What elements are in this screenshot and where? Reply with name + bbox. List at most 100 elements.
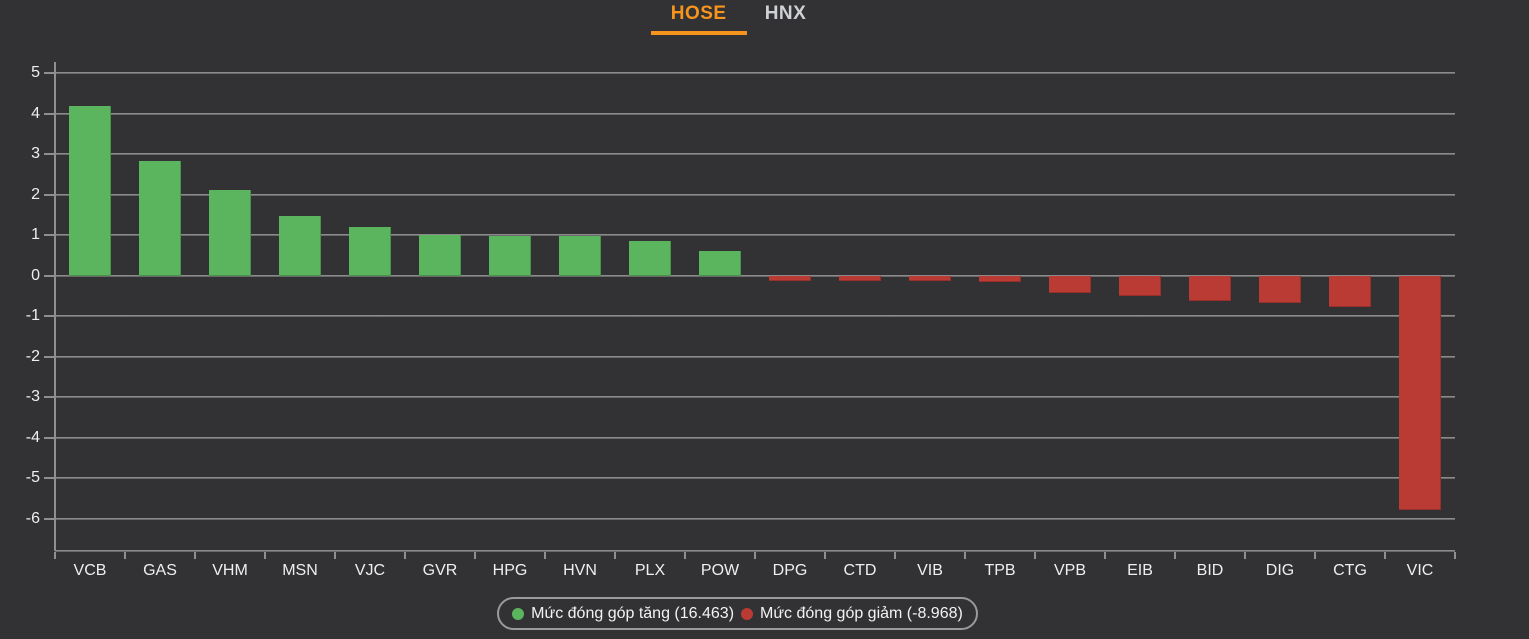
bar-VCB[interactable] [69,105,111,276]
x-axis-label-VJC: VJC [354,562,386,579]
x-axis-label-CTG: CTG [1333,562,1367,579]
y-axis-tick--4 [44,436,54,439]
x-axis-tick-19 [1384,552,1386,559]
bar-VHM[interactable] [209,189,251,276]
gridline-0 [55,274,1455,277]
bar-VIC[interactable] [1399,275,1441,511]
y-axis-label--3: -3 [25,388,40,406]
x-axis-line [55,550,1455,552]
x-axis-tick-18 [1314,552,1316,559]
bar-GAS[interactable] [139,161,181,276]
bar-VIB[interactable] [909,275,951,281]
gridline-5 [55,72,1455,75]
bar-DIG[interactable] [1259,275,1301,304]
x-axis-label-BID: BID [1196,562,1224,579]
gridline--1 [55,315,1455,318]
gridline-3 [55,153,1455,156]
x-axis-label-VCB: VCB [73,562,107,579]
y-axis-tick-4 [44,112,54,115]
x-axis-tick-2 [194,552,196,559]
y-axis-tick--6 [44,517,54,520]
gridline-1 [55,234,1455,237]
y-axis-label-5: 5 [31,64,40,82]
legend-item-up[interactable]: Mức đóng góp tăng (16.463) [512,605,734,623]
x-axis-label-GVR: GVR [422,562,458,579]
bar-TPB[interactable] [979,275,1021,283]
x-axis-tick-17 [1244,552,1246,559]
y-axis-label--5: -5 [25,469,40,487]
legend-item-down[interactable]: Mức đóng góp giảm (-8.968) [741,605,963,623]
y-axis-label--2: -2 [25,347,40,365]
y-axis-tick-0 [44,274,54,277]
gridline--5 [55,477,1455,480]
gridline-4 [55,112,1455,115]
bar-MSN[interactable] [279,215,321,276]
bar-EIB[interactable] [1119,275,1161,296]
y-axis-label-4: 4 [31,104,40,122]
y-axis-tick--1 [44,315,54,318]
legend-down-dot-icon [741,607,754,620]
x-axis-label-VIB: VIB [917,562,943,579]
x-axis-label-PLX: PLX [634,562,666,579]
x-axis-label-CTD: CTD [843,562,877,579]
x-axis-tick-7 [544,552,546,559]
bar-VJC[interactable] [349,226,391,276]
x-axis-tick-13 [964,552,966,559]
x-axis-label-VHM: VHM [212,562,248,579]
bar-PLX[interactable] [629,240,671,276]
bar-POW[interactable] [699,251,741,276]
gridline--4 [55,436,1455,439]
x-axis-tick-0 [54,552,56,559]
x-axis-label-VIC: VIC [1406,562,1434,579]
bar-HVN[interactable] [559,235,601,276]
x-axis-label-DPG: DPG [772,562,808,579]
bar-HPG[interactable] [489,235,531,276]
bar-BID[interactable] [1189,275,1231,302]
x-axis-tick-20 [1454,552,1456,559]
bar-DPG[interactable] [769,275,811,281]
y-axis-label-0: 0 [31,266,40,284]
y-axis-tick-5 [44,72,54,75]
y-axis-tick--2 [44,355,54,358]
y-axis-tick-2 [44,193,54,196]
bar-VPB[interactable] [1049,275,1091,294]
chart-legend: Mức đóng góp tăng (16.463) Mức đóng góp … [497,597,978,630]
bar-CTG[interactable] [1329,275,1371,308]
x-axis-tick-1 [124,552,126,559]
y-axis-tick-3 [44,153,54,156]
gridline--6 [55,517,1455,520]
x-axis-tick-16 [1174,552,1176,559]
x-axis-tick-9 [684,552,686,559]
bar-CTD[interactable] [839,275,881,281]
tab-hnx[interactable]: HNX [765,0,807,38]
x-axis-tick-3 [264,552,266,559]
active-tab-underline [650,31,747,35]
x-axis-tick-15 [1104,552,1106,559]
legend-up-label: Mức đóng góp tăng (16.463) [531,604,735,622]
gridline-2 [55,193,1455,196]
y-axis-label-1: 1 [31,226,40,244]
y-axis-tick--5 [44,477,54,480]
x-axis-tick-4 [334,552,336,559]
legend-down-label: Mức đóng góp giảm (-8.968) [760,604,963,622]
x-axis-label-GAS: GAS [143,562,177,579]
y-axis-label--1: -1 [25,307,40,325]
x-axis-tick-6 [474,552,476,559]
tab-hose-label: HOSE [670,3,727,24]
y-axis-tick--3 [44,396,54,399]
x-axis-label-POW: POW [700,562,740,579]
y-axis-tick-1 [44,234,54,237]
x-axis-label-TPB: TPB [984,562,1016,579]
x-axis-tick-11 [824,552,826,559]
gridline--2 [55,355,1455,358]
x-axis-label-MSN: MSN [282,562,318,579]
x-axis-tick-8 [614,552,616,559]
tab-hose[interactable]: HOSE [650,0,747,38]
y-axis-label--6: -6 [25,509,40,527]
bar-GVR[interactable] [419,235,461,276]
x-axis-label-DIG: DIG [1265,562,1295,579]
x-axis-tick-5 [404,552,406,559]
legend-up-dot-icon [512,607,525,620]
y-axis-label--4: -4 [25,428,40,446]
